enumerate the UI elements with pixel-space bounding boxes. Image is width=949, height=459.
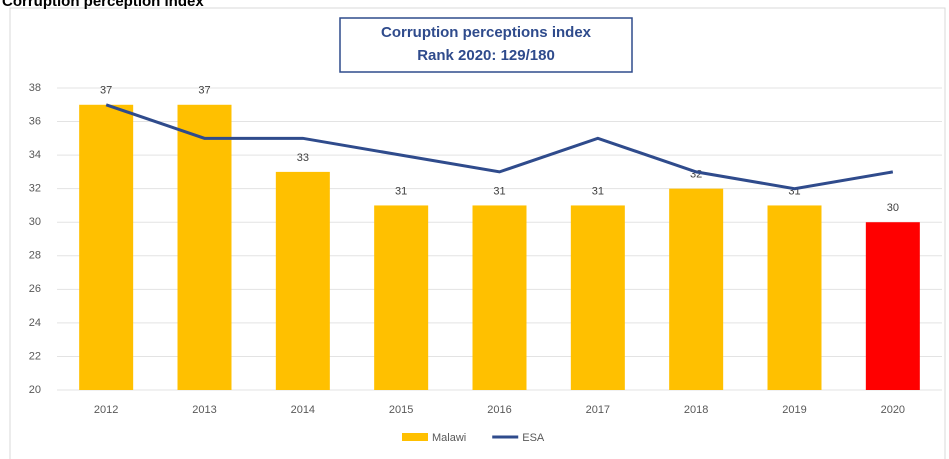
y-tick-label: 24: [29, 317, 41, 329]
x-tick-label: 2013: [192, 404, 216, 416]
y-tick-label: 22: [29, 350, 41, 362]
data-label: 31: [493, 185, 505, 197]
x-tick-label: 2019: [782, 404, 806, 416]
x-tick-label: 2015: [389, 404, 413, 416]
y-tick-label: 34: [29, 149, 41, 161]
y-tick-label: 20: [29, 384, 41, 396]
line: [105, 103, 894, 191]
y-tick-label: 38: [29, 82, 41, 94]
y-tick-label: 30: [29, 216, 41, 228]
x-tick-label: 2017: [586, 404, 610, 416]
data-label: 31: [395, 185, 407, 197]
y-tick-label: 26: [29, 283, 41, 295]
bar: [177, 104, 232, 391]
bar: [374, 205, 429, 390]
y-tick-label: 28: [29, 250, 41, 262]
data-label: 30: [887, 202, 899, 214]
bar: [669, 188, 724, 390]
bar: [275, 171, 330, 390]
title-box: [339, 17, 633, 73]
x-tick-label: 2020: [881, 404, 905, 416]
x-tick-label: 2012: [94, 404, 118, 416]
y-tick-label: 36: [29, 115, 41, 127]
bar: [767, 205, 822, 390]
legend-label: Malawi: [432, 432, 466, 444]
data-label: 37: [100, 85, 112, 97]
bar: [472, 205, 527, 390]
x-tick-label: 2014: [291, 404, 315, 416]
box-subtitle: Rank 2020: 129/180: [417, 47, 555, 64]
bar: [570, 205, 625, 390]
x-tick-label: 2018: [684, 404, 708, 416]
y-tick-label: 32: [29, 183, 41, 195]
bar: [865, 222, 920, 390]
legend-label: ESA: [522, 432, 545, 444]
chart-title: Corruption perception index: [2, 0, 204, 10]
x-tick-label: 2016: [487, 404, 511, 416]
data-label: 33: [297, 152, 309, 164]
bar: [79, 104, 134, 391]
data-label: 31: [592, 185, 604, 197]
box-title: Corruption perceptions index: [381, 24, 592, 41]
legend-swatch: [402, 433, 428, 441]
data-label: 37: [198, 85, 210, 97]
